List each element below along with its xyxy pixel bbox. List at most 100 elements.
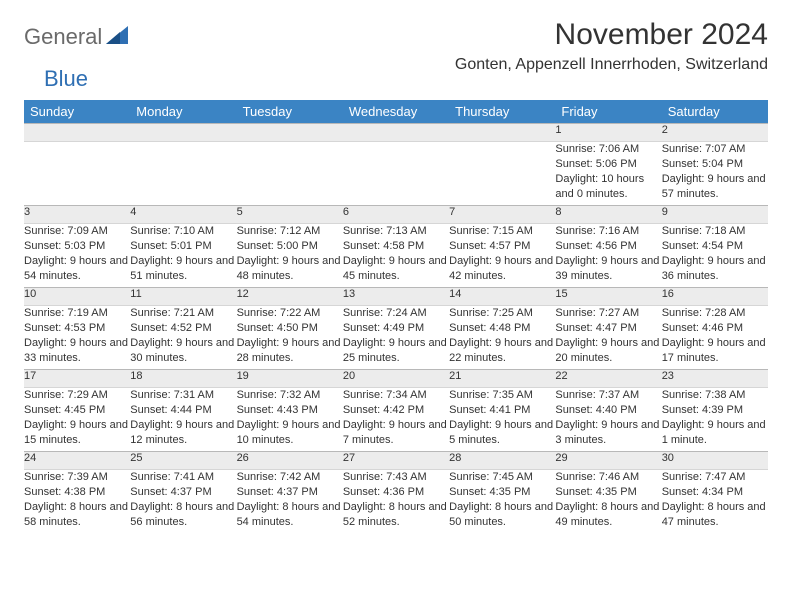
day-number: 2 [662,124,668,136]
daylight-text: Daylight: 9 hours and 7 minutes. [343,418,449,448]
sunrise-text: Sunrise: 7:29 AM [24,388,130,403]
sunset-text: Sunset: 4:53 PM [24,321,130,336]
daylight-text: Daylight: 9 hours and 20 minutes. [555,336,661,366]
info-row: Sunrise: 7:19 AMSunset: 4:53 PMDaylight:… [24,306,768,370]
daylight-text: Daylight: 9 hours and 48 minutes. [237,254,343,284]
day-number-cell: 16 [662,288,768,306]
daylight-text: Daylight: 8 hours and 50 minutes. [449,500,555,530]
sunrise-text: Sunrise: 7:22 AM [237,306,343,321]
sunrise-text: Sunrise: 7:35 AM [449,388,555,403]
day-number: 20 [343,370,355,382]
sunset-text: Sunset: 4:38 PM [24,485,130,500]
daylight-text: Daylight: 9 hours and 51 minutes. [130,254,236,284]
calendar-table: Sunday Monday Tuesday Wednesday Thursday… [24,100,768,534]
sunset-text: Sunset: 4:48 PM [449,321,555,336]
day-number-cell [343,124,449,142]
sunset-text: Sunset: 5:03 PM [24,239,130,254]
day-number: 13 [343,288,355,300]
weekday-header: Tuesday [237,100,343,124]
daylight-text: Daylight: 9 hours and 39 minutes. [555,254,661,284]
day-info-cell: Sunrise: 7:35 AMSunset: 4:41 PMDaylight:… [449,388,555,452]
sunset-text: Sunset: 5:00 PM [237,239,343,254]
day-info-cell: Sunrise: 7:10 AMSunset: 5:01 PMDaylight:… [130,224,236,288]
sunrise-text: Sunrise: 7:12 AM [237,224,343,239]
daylight-text: Daylight: 8 hours and 47 minutes. [662,500,768,530]
day-number-cell: 3 [24,206,130,224]
sunset-text: Sunset: 4:46 PM [662,321,768,336]
day-info-cell: Sunrise: 7:42 AMSunset: 4:37 PMDaylight:… [237,470,343,534]
daynum-row: 24252627282930 [24,452,768,470]
daylight-text: Daylight: 8 hours and 56 minutes. [130,500,236,530]
daylight-text: Daylight: 9 hours and 10 minutes. [237,418,343,448]
daylight-text: Daylight: 9 hours and 5 minutes. [449,418,555,448]
daylight-text: Daylight: 9 hours and 30 minutes. [130,336,236,366]
brand-logo: General [24,18,130,50]
sunrise-text: Sunrise: 7:37 AM [555,388,661,403]
sunrise-text: Sunrise: 7:41 AM [130,470,236,485]
sunrise-text: Sunrise: 7:32 AM [237,388,343,403]
day-number-cell: 27 [343,452,449,470]
daylight-text: Daylight: 9 hours and 1 minute. [662,418,768,448]
daylight-text: Daylight: 9 hours and 22 minutes. [449,336,555,366]
day-number: 3 [24,206,30,218]
day-number-cell: 12 [237,288,343,306]
day-info-cell: Sunrise: 7:21 AMSunset: 4:52 PMDaylight:… [130,306,236,370]
day-info-cell: Sunrise: 7:41 AMSunset: 4:37 PMDaylight:… [130,470,236,534]
info-row: Sunrise: 7:39 AMSunset: 4:38 PMDaylight:… [24,470,768,534]
day-number-cell: 13 [343,288,449,306]
sunset-text: Sunset: 4:35 PM [449,485,555,500]
daylight-text: Daylight: 9 hours and 54 minutes. [24,254,130,284]
day-info-cell: Sunrise: 7:13 AMSunset: 4:58 PMDaylight:… [343,224,449,288]
sunrise-text: Sunrise: 7:31 AM [130,388,236,403]
daynum-row: 12 [24,124,768,142]
sunset-text: Sunset: 4:58 PM [343,239,449,254]
day-number: 26 [237,452,249,464]
month-title: November 2024 [455,18,768,52]
day-info-cell: Sunrise: 7:25 AMSunset: 4:48 PMDaylight:… [449,306,555,370]
day-info-cell: Sunrise: 7:47 AMSunset: 4:34 PMDaylight:… [662,470,768,534]
day-info-cell: Sunrise: 7:43 AMSunset: 4:36 PMDaylight:… [343,470,449,534]
sunrise-text: Sunrise: 7:15 AM [449,224,555,239]
day-info-cell [24,142,130,206]
sunrise-text: Sunrise: 7:18 AM [662,224,768,239]
sunrise-text: Sunrise: 7:38 AM [662,388,768,403]
sunset-text: Sunset: 4:42 PM [343,403,449,418]
day-number: 4 [130,206,136,218]
day-number-cell: 30 [662,452,768,470]
sunset-text: Sunset: 4:50 PM [237,321,343,336]
day-number: 6 [343,206,349,218]
day-info-cell: Sunrise: 7:28 AMSunset: 4:46 PMDaylight:… [662,306,768,370]
day-number-cell: 20 [343,370,449,388]
daylight-text: Daylight: 10 hours and 0 minutes. [555,172,661,202]
day-number-cell: 15 [555,288,661,306]
sunrise-text: Sunrise: 7:46 AM [555,470,661,485]
sunset-text: Sunset: 4:47 PM [555,321,661,336]
day-number-cell: 6 [343,206,449,224]
sunset-text: Sunset: 4:35 PM [555,485,661,500]
day-info-cell: Sunrise: 7:12 AMSunset: 5:00 PMDaylight:… [237,224,343,288]
sunset-text: Sunset: 4:37 PM [237,485,343,500]
daynum-row: 10111213141516 [24,288,768,306]
daylight-text: Daylight: 9 hours and 17 minutes. [662,336,768,366]
weekday-header: Friday [555,100,661,124]
sunset-text: Sunset: 4:37 PM [130,485,236,500]
sunrise-text: Sunrise: 7:13 AM [343,224,449,239]
day-number-cell: 1 [555,124,661,142]
weekday-header: Monday [130,100,236,124]
sunset-text: Sunset: 4:34 PM [662,485,768,500]
day-number-cell [449,124,555,142]
day-info-cell: Sunrise: 7:16 AMSunset: 4:56 PMDaylight:… [555,224,661,288]
sunrise-text: Sunrise: 7:06 AM [555,142,661,157]
day-info-cell: Sunrise: 7:29 AMSunset: 4:45 PMDaylight:… [24,388,130,452]
info-row: Sunrise: 7:29 AMSunset: 4:45 PMDaylight:… [24,388,768,452]
sunset-text: Sunset: 5:06 PM [555,157,661,172]
daynum-row: 3456789 [24,206,768,224]
sunset-text: Sunset: 4:49 PM [343,321,449,336]
sunset-text: Sunset: 4:57 PM [449,239,555,254]
day-info-cell: Sunrise: 7:24 AMSunset: 4:49 PMDaylight:… [343,306,449,370]
day-number: 11 [130,288,141,300]
day-info-cell [449,142,555,206]
daylight-text: Daylight: 9 hours and 33 minutes. [24,336,130,366]
day-info-cell: Sunrise: 7:31 AMSunset: 4:44 PMDaylight:… [130,388,236,452]
daylight-text: Daylight: 9 hours and 15 minutes. [24,418,130,448]
